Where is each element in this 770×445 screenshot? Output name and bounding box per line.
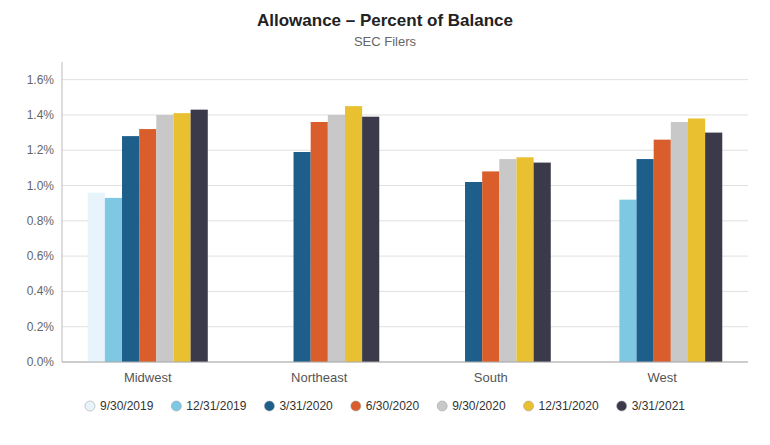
legend-marker: [351, 401, 361, 411]
bar: [482, 171, 499, 362]
bar: [499, 159, 516, 362]
y-tick-label: 0.0%: [27, 355, 55, 369]
bar: [311, 122, 328, 362]
legend-marker: [85, 401, 95, 411]
grid-line: [62, 79, 748, 80]
x-axis-line: [62, 362, 748, 363]
chart: Allowance – Percent of Balance SEC Filers…: [0, 0, 770, 445]
y-tick-label: 1.6%: [27, 73, 55, 87]
series: [139, 122, 671, 362]
bar: [637, 159, 654, 362]
bar: [705, 133, 722, 362]
legend-item: 12/31/2020: [524, 399, 599, 413]
bar: [345, 106, 362, 362]
legend-label: 12/31/2020: [539, 399, 599, 413]
bar: [122, 136, 139, 362]
y-tick-label: 1.0%: [27, 179, 55, 193]
bar: [173, 113, 190, 362]
legend-item: 3/31/2021: [617, 399, 686, 413]
bar: [465, 182, 482, 362]
legend-marker: [264, 401, 274, 411]
x-axis: Midwest Northeast South West: [62, 362, 748, 385]
legend-marker: [171, 401, 181, 411]
x-tick-label: Northeast: [291, 370, 348, 385]
bar: [516, 157, 533, 362]
legend-label: 9/30/2019: [100, 399, 154, 413]
grid: [62, 80, 748, 362]
y-tick-label: 0.2%: [27, 320, 55, 334]
x-tick-label: Midwest: [124, 370, 172, 385]
bar: [534, 163, 551, 362]
x-tick-label: West: [648, 370, 678, 385]
bar: [88, 193, 105, 362]
y-tick-label: 0.4%: [27, 284, 55, 298]
legend-marker: [524, 401, 534, 411]
legend-marker: [617, 401, 627, 411]
page: {"chart_data": {"type": "bar", "title": …: [0, 0, 770, 445]
y-tick-label: 1.2%: [27, 143, 55, 157]
legend-item: 9/30/2020: [437, 399, 506, 413]
legend-item: 9/30/2019: [85, 399, 154, 413]
bar: [156, 115, 173, 362]
series: [88, 193, 105, 362]
bar: [294, 152, 311, 362]
legend-label: 12/31/2019: [186, 399, 246, 413]
series: [156, 115, 688, 362]
title: Allowance – Percent of Balance: [257, 11, 513, 30]
bar: [328, 115, 345, 362]
legend-item: 12/31/2019: [171, 399, 246, 413]
legend-label: 3/31/2020: [279, 399, 333, 413]
legend-item: 6/30/2020: [351, 399, 420, 413]
y-tick-label: 1.4%: [27, 108, 55, 122]
bar: [105, 198, 122, 362]
y-axis: 0.0% 0.2% 0.4% 0.6% 0.8% 1.0% 1.2% 1.4% 1.6%: [27, 62, 62, 369]
bar: [362, 117, 379, 362]
legend: 9/30/2019 12/31/2019 3/31/2020 6/30/2020 9/3…: [85, 399, 685, 413]
series: [191, 110, 723, 362]
bar: [139, 129, 156, 362]
y-axis-line: [62, 62, 63, 362]
x-tick-label: South: [474, 370, 508, 385]
bar: [654, 140, 671, 362]
bar: [619, 200, 636, 362]
legend-label: 6/30/2020: [366, 399, 420, 413]
subtitle: SEC Filers: [354, 34, 417, 49]
bar: [671, 122, 688, 362]
bar: [191, 110, 208, 362]
legend-label: 9/30/2020: [452, 399, 506, 413]
bar: [688, 118, 705, 362]
grid-line: [62, 362, 748, 363]
legend-label: 3/31/2021: [632, 399, 686, 413]
series: [173, 106, 705, 362]
bars: [88, 106, 723, 362]
y-tick-label: 0.6%: [27, 249, 55, 263]
y-tick-label: 0.8%: [27, 214, 55, 228]
legend-item: 3/31/2020: [264, 399, 333, 413]
legend-marker: [437, 401, 447, 411]
